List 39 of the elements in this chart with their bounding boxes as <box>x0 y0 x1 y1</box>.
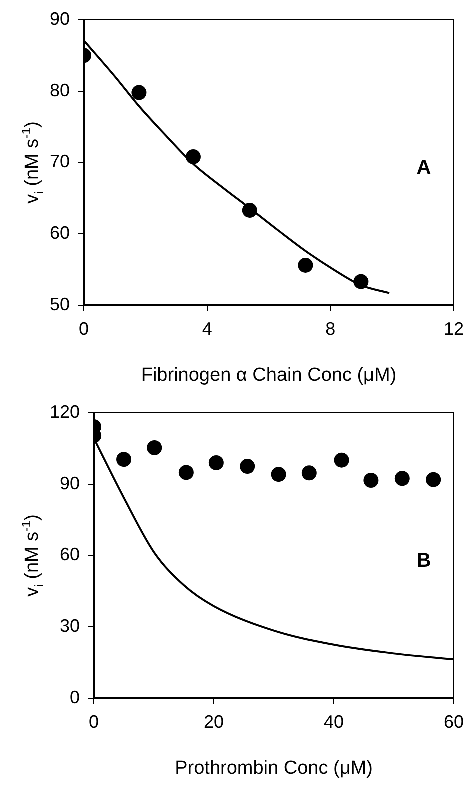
point <box>302 466 317 481</box>
y-tick-label: 30 <box>60 616 80 636</box>
point <box>242 203 258 218</box>
y-tick-label: 80 <box>50 80 70 100</box>
point <box>240 459 256 474</box>
x-tick-label: 0 <box>89 712 100 732</box>
x-axis-title: Fibrinogen α Chain Conc (μM) <box>141 365 397 386</box>
y-axis-title: vi (nM s-1) <box>19 122 47 204</box>
point <box>132 85 147 100</box>
x-tick-label: 40 <box>324 712 344 732</box>
y-tick-label: 120 <box>50 402 80 422</box>
point <box>354 274 369 290</box>
point <box>147 440 162 456</box>
point <box>426 472 442 488</box>
point <box>364 473 379 488</box>
x-axis-title: Prothrombin Conc (μM) <box>175 758 373 779</box>
y-axis-title: vi (nM s-1) <box>19 514 47 597</box>
annotation: A <box>416 156 432 179</box>
y-tick-label: 90 <box>50 8 70 29</box>
y-tick-label: 70 <box>50 152 70 172</box>
y-tick-label: 90 <box>60 473 80 494</box>
point <box>208 455 224 470</box>
point <box>334 452 350 468</box>
y-tick-label: 0 <box>70 687 80 708</box>
y-tick-label: 60 <box>50 223 70 244</box>
x-tick-label: 20 <box>204 712 224 732</box>
point <box>178 465 194 480</box>
x-tick-label: 60 <box>444 712 464 732</box>
point <box>186 149 201 164</box>
x-tick-label: 8 <box>326 319 336 340</box>
x-tick-label: 4 <box>202 319 212 340</box>
point <box>271 467 286 482</box>
x-tick-label: 12 <box>444 319 464 340</box>
point <box>394 471 410 486</box>
annotation: B <box>416 550 432 572</box>
y-tick-label: 50 <box>50 294 70 314</box>
y-tick-label: 60 <box>60 544 80 565</box>
point <box>116 452 132 468</box>
point <box>298 258 314 273</box>
